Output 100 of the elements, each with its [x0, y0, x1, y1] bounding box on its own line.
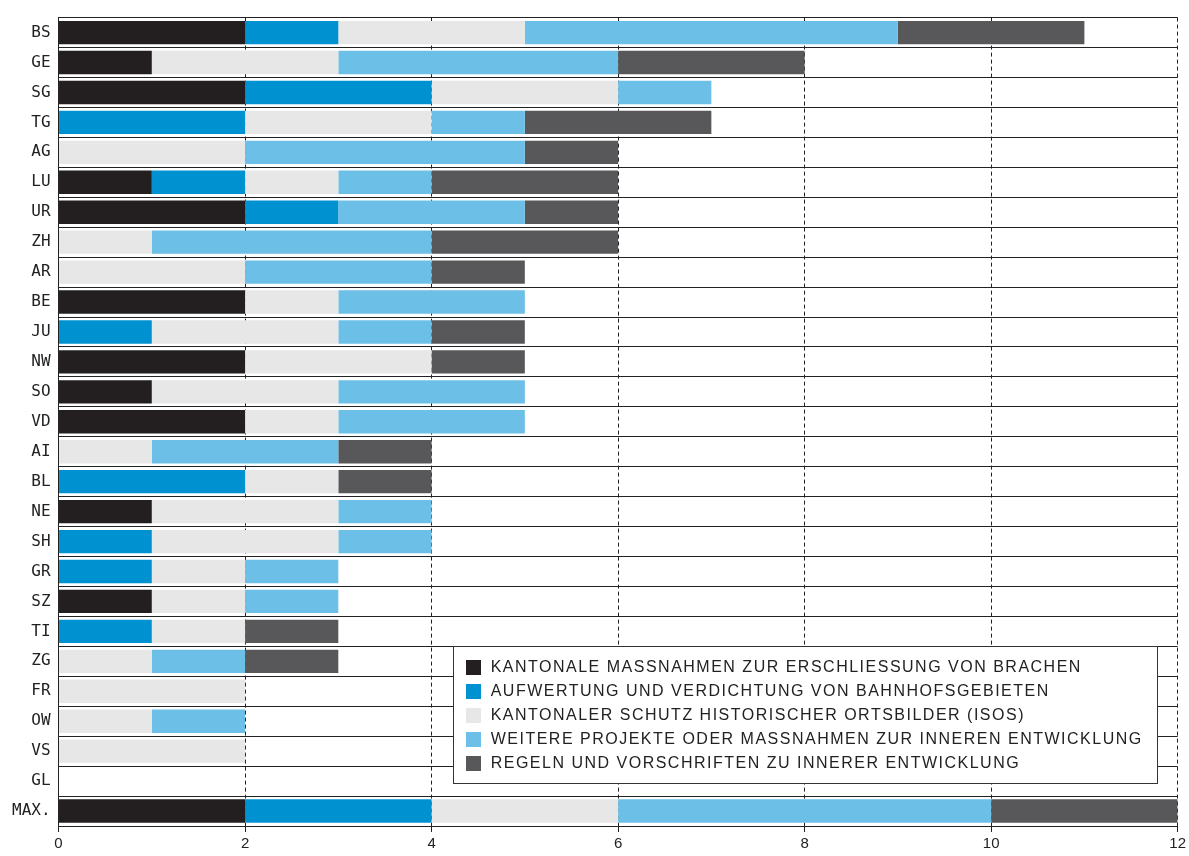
bar: [151, 529, 339, 554]
y-tick-label: AR: [31, 261, 51, 281]
y-tick-label: VS: [31, 740, 51, 760]
legend-label: KANTONALER SCHUTZ HISTORISCHER ORTSBILDER (ISOS): [490, 706, 1025, 725]
bar: [338, 470, 432, 494]
y-tick-label: UR: [31, 201, 51, 221]
x-tick-label: 12: [1169, 834, 1186, 852]
y-tick-label: GL: [31, 770, 51, 790]
bar: [897, 20, 1085, 45]
y-tick-label: BS: [31, 21, 51, 41]
y-tick-label: OW: [31, 710, 51, 730]
bar: [151, 230, 432, 254]
bar: [59, 559, 152, 584]
bar: [151, 380, 339, 404]
bar: [245, 260, 432, 284]
bar: [151, 589, 246, 614]
bar: [431, 230, 619, 254]
bar: [245, 559, 339, 584]
bar: [151, 619, 246, 644]
bar: [524, 140, 619, 165]
legend-label: REGELN UND VORSCHRIFTEN ZU INNERER ENTWICKLUNG: [490, 754, 1021, 773]
bar: [431, 350, 525, 374]
bar: [245, 619, 339, 644]
bar: [338, 410, 525, 434]
bar: [338, 20, 525, 45]
bar: [59, 440, 152, 464]
bar: [59, 739, 246, 763]
bar: [338, 380, 525, 404]
bar: [151, 499, 339, 524]
y-tick-label: FR: [31, 680, 51, 700]
bar: [338, 320, 432, 344]
bar: [59, 709, 152, 733]
legend-label: AUFWERTUNG UND VERDICHTUNG VON BAHNHOFSGEBIETEN: [490, 682, 1050, 701]
y-tick-label: AI: [31, 440, 51, 460]
bar: [431, 110, 525, 135]
bar: [59, 320, 152, 344]
bar: [338, 529, 432, 554]
bar: [524, 200, 619, 224]
bar: [618, 799, 992, 823]
y-tick-label: BL: [31, 470, 51, 490]
bar: [245, 350, 432, 374]
bar: [59, 649, 152, 673]
y-tick-label: ZH: [31, 231, 51, 251]
x-tick-label: 10: [982, 834, 1000, 852]
bar: [151, 440, 339, 464]
bar: [431, 260, 525, 284]
bar: [245, 140, 525, 165]
bar: [59, 260, 246, 284]
y-tick-label: LU: [31, 171, 51, 191]
bar: [245, 200, 339, 224]
bar: [245, 80, 432, 105]
bar: [59, 230, 152, 254]
bar: [59, 140, 246, 165]
bar: [151, 320, 339, 344]
y-tick-label: BE: [31, 291, 51, 311]
y-tick-label: MAX.: [12, 800, 51, 820]
bar: [431, 170, 619, 194]
bar: [245, 589, 339, 614]
legend-label: WEITERE PROJEKTE ODER MASSNAHMEN ZUR INNEREN ENTWICKLUNG: [490, 730, 1143, 749]
bar: [431, 799, 619, 823]
x-tick-label: 4: [427, 834, 436, 852]
bar: [524, 20, 898, 45]
bar: [245, 649, 339, 673]
y-tick-label: ZG: [31, 650, 51, 670]
x-tick-label: 0: [54, 834, 63, 852]
bar: [59, 110, 246, 135]
bar: [338, 499, 432, 524]
y-tick-label: NE: [31, 500, 51, 520]
y-tick-label: AG: [31, 141, 51, 161]
bar: [245, 110, 432, 135]
y-tick-label: VD: [31, 410, 51, 430]
bar: [431, 80, 619, 105]
y-tick-label: SG: [31, 81, 51, 101]
bar: [245, 170, 339, 194]
bar: [338, 50, 619, 75]
y-tick-label: GR: [31, 560, 51, 580]
bar: [245, 410, 339, 434]
bar: [151, 170, 246, 194]
bar: [245, 290, 339, 314]
y-tick-label: TG: [31, 111, 51, 131]
bar: [151, 50, 339, 75]
bar: [338, 200, 525, 224]
y-tick-label: SO: [31, 381, 51, 401]
y-tick-label: GE: [31, 51, 51, 71]
bar: [59, 529, 152, 554]
bar: [151, 709, 246, 733]
y-tick-label: JU: [31, 321, 51, 341]
x-tick-label: 2: [240, 834, 250, 852]
y-tick-label: TI: [31, 620, 51, 640]
y-tick-label: NW: [31, 351, 51, 371]
bar: [59, 679, 246, 703]
bar: [338, 290, 525, 314]
bar: [618, 50, 805, 75]
bar: [245, 20, 339, 45]
bar: [245, 470, 339, 494]
bar: [338, 170, 432, 194]
bar: [618, 80, 712, 105]
y-tick-label: SH: [31, 530, 51, 550]
bar: [59, 619, 152, 644]
bar: [524, 110, 712, 135]
